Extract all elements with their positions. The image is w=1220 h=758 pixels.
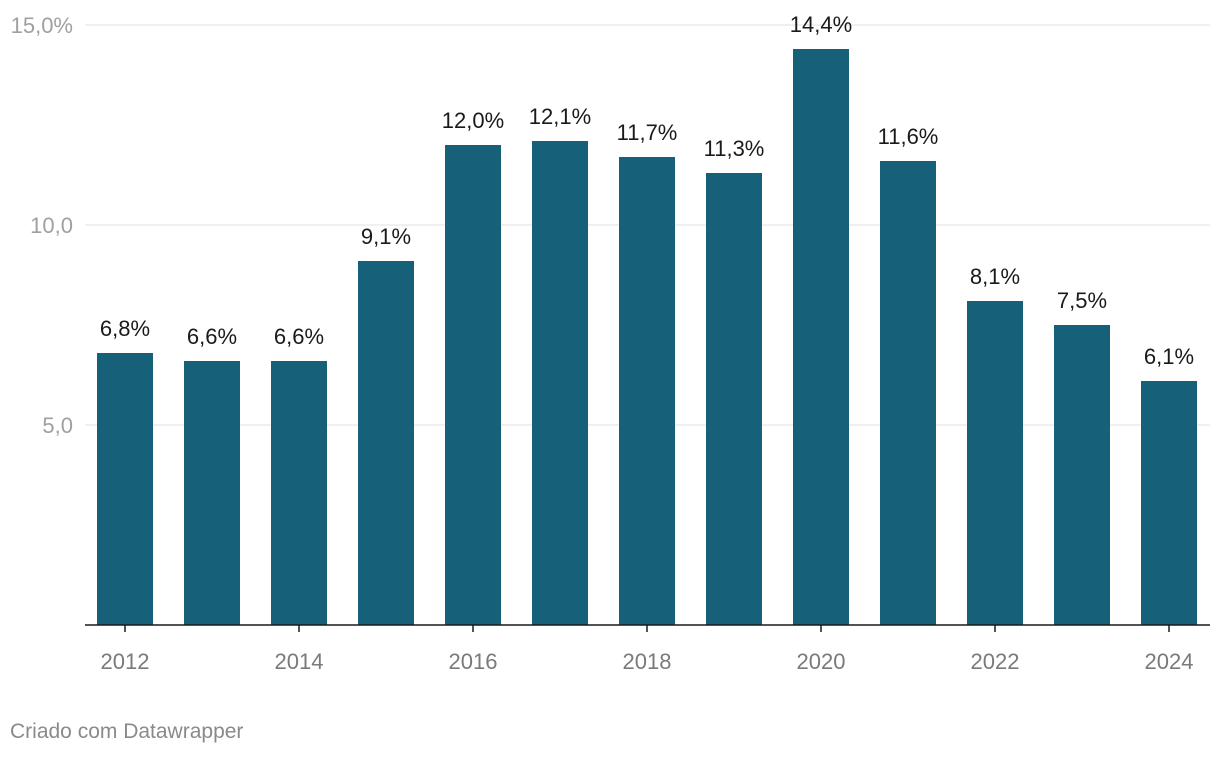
data-label: 8,1%	[970, 264, 1020, 289]
bar-2016	[445, 145, 501, 625]
x-tick-label: 2012	[101, 649, 150, 674]
data-label: 6,8%	[100, 316, 150, 341]
bar-2021	[880, 161, 936, 625]
x-tick-label: 2024	[1145, 649, 1194, 674]
footer-credit: Criado com Datawrapper	[10, 720, 244, 743]
x-tick-label: 2016	[449, 649, 498, 674]
data-label: 14,4%	[790, 12, 852, 37]
data-label: 12,0%	[442, 108, 504, 133]
data-label: 12,1%	[529, 104, 591, 129]
y-tick-label: 10,0	[30, 213, 73, 238]
x-tick-label: 2014	[275, 649, 324, 674]
bar-2018	[619, 157, 675, 625]
bar-2013	[184, 361, 240, 625]
bar-2019	[706, 173, 762, 625]
bar-2020	[793, 49, 849, 625]
bars	[97, 49, 1197, 625]
data-label: 11,7%	[617, 120, 678, 145]
data-labels: 6,8% 6,6% 6,6% 9,1% 12,0% 12,1% 11,7% 11,3% 14,4…	[100, 12, 1194, 369]
bar-2024	[1141, 381, 1197, 625]
data-label: 9,1%	[361, 224, 411, 249]
bar-chart: 5,0 10,0 15,0% 6,8% 6,6% 6,6% 9,1% 12,0% 12,1% 1…	[11, 12, 1210, 674]
bar-2015	[358, 261, 414, 625]
bar-2014	[271, 361, 327, 625]
bar-2022	[967, 301, 1023, 625]
bar-2023	[1054, 325, 1110, 625]
x-tick-label: 2022	[971, 649, 1020, 674]
x-axis: 2012 2014 2016 2018 2020 2022 2024	[85, 624, 1210, 674]
data-label: 6,6%	[274, 324, 324, 349]
y-tick-label: 15,0%	[11, 13, 73, 38]
data-label: 11,6%	[878, 124, 939, 149]
bar-2017	[532, 141, 588, 625]
x-tick-label: 2020	[797, 649, 846, 674]
data-label: 7,5%	[1057, 288, 1107, 313]
data-label: 6,6%	[187, 324, 237, 349]
y-tick-label: 5,0	[42, 413, 73, 438]
data-label: 6,1%	[1144, 344, 1194, 369]
data-label: 11,3%	[704, 136, 765, 161]
bar-2012	[97, 353, 153, 625]
x-tick-label: 2018	[623, 649, 672, 674]
